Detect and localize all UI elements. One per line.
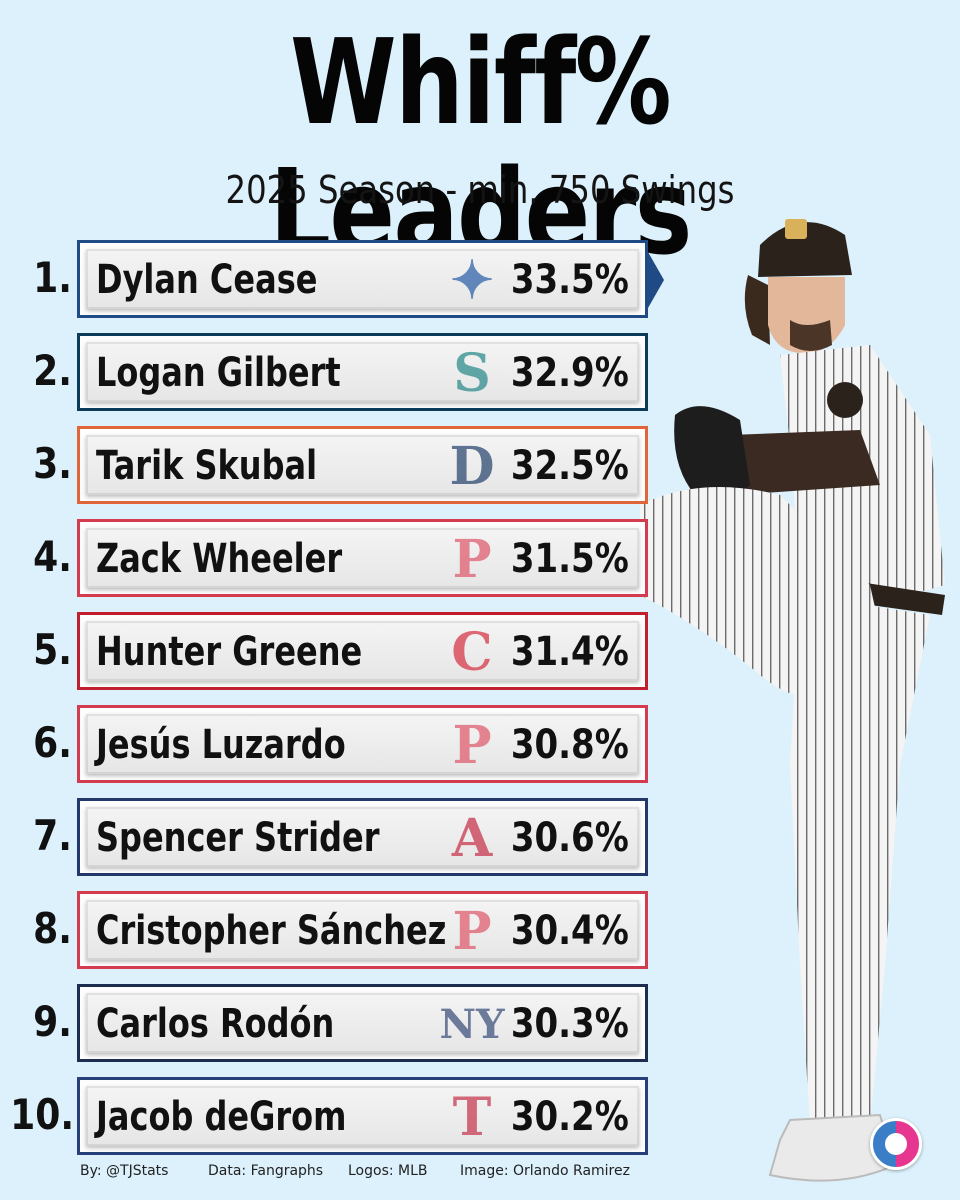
whiff-percentage: 33.5% — [511, 257, 629, 303]
whiff-percentage: 32.9% — [511, 350, 629, 396]
tigers-logo-icon: D — [449, 436, 495, 497]
credit-data: Data: Fangraphs — [208, 1163, 324, 1179]
rank-label: 8. — [33, 904, 72, 953]
rangers-logo-icon: T — [452, 1087, 492, 1148]
leader-card: Zack Wheeler P 31.5% — [77, 519, 648, 597]
leader-row: 3. Tarik Skubal D 32.5% — [0, 426, 700, 506]
blue-jays-logo-icon: ✦ — [450, 250, 494, 311]
rank-label: 5. — [33, 625, 72, 674]
player-name: Tarik Skubal — [96, 443, 318, 489]
credit-logos: Logos: MLB — [348, 1163, 428, 1179]
player-name: Jacob deGrom — [96, 1094, 347, 1140]
yankees-logo-icon: NY — [439, 1001, 505, 1048]
mariners-logo-icon: S — [453, 343, 491, 404]
pitcher-photo — [640, 219, 945, 1182]
rank-label: 6. — [33, 718, 72, 767]
credit-author: By: @TJStats — [80, 1163, 169, 1179]
rank-label: 9. — [33, 997, 72, 1046]
player-name: Dylan Cease — [96, 257, 318, 303]
leader-row: 5. Hunter Greene C 31.4% — [0, 612, 700, 692]
player-name: Spencer Strider — [96, 815, 380, 861]
leader-card: Hunter Greene C 31.4% — [77, 612, 648, 690]
leader-card: Spencer Strider A 30.6% — [77, 798, 648, 876]
rank-label: 7. — [33, 811, 72, 860]
phillies-logo-icon: P — [452, 529, 492, 590]
phillies-logo-icon: P — [452, 715, 492, 776]
credit-image: Image: Orlando Ramirez — [460, 1163, 630, 1179]
rank-label: 1. — [33, 253, 72, 302]
rank-label: 2. — [33, 346, 72, 395]
leader-arrow-icon — [648, 252, 664, 308]
whiff-percentage: 30.3% — [511, 1001, 629, 1047]
page-title: Whiff% Leaders — [269, 13, 692, 281]
leader-row: 2. Logan Gilbert S 32.9% — [0, 333, 700, 413]
player-name: Carlos Rodón — [96, 1001, 335, 1047]
whiff-percentage: 31.5% — [511, 536, 629, 582]
rank-label: 10. — [10, 1090, 75, 1139]
player-name: Zack Wheeler — [96, 536, 343, 582]
leader-card: Dylan Cease ✦ 33.5% — [77, 240, 648, 318]
whiff-percentage: 30.4% — [511, 908, 629, 954]
braves-logo-icon: A — [451, 808, 493, 869]
player-name: Jesús Luzardo — [96, 722, 346, 768]
whiff-percentage: 32.5% — [511, 443, 629, 489]
leader-row: 10. Jacob deGrom T 30.2% — [0, 1077, 700, 1157]
brand-logo-icon — [870, 1118, 922, 1170]
leader-card: Jacob deGrom T 30.2% — [77, 1077, 648, 1155]
leader-card: Tarik Skubal D 32.5% — [77, 426, 648, 504]
player-name: Hunter Greene — [96, 629, 363, 675]
leader-card: Carlos Rodón NY 30.3% — [77, 984, 648, 1062]
leader-row: 7. Spencer Strider A 30.6% — [0, 798, 700, 878]
leader-card: Cristopher Sánchez P 30.4% — [77, 891, 648, 969]
leader-row: 9. Carlos Rodón NY 30.3% — [0, 984, 700, 1064]
reds-logo-icon: C — [451, 622, 493, 683]
phillies-logo-icon: P — [452, 901, 492, 962]
whiff-percentage: 30.2% — [511, 1094, 629, 1140]
rank-label: 4. — [33, 532, 72, 581]
page-subtitle: 2025 Season - min. 750 Swings — [225, 168, 735, 212]
credits-footer: By: @TJStats Data: Fangraphs Logos: MLB … — [80, 1163, 680, 1187]
leader-row: 4. Zack Wheeler P 31.5% — [0, 519, 700, 599]
whiff-percentage: 31.4% — [511, 629, 629, 675]
leader-card: Logan Gilbert S 32.9% — [77, 333, 648, 411]
leader-card: Jesús Luzardo P 30.8% — [77, 705, 648, 783]
player-name: Cristopher Sánchez — [96, 908, 447, 954]
whiff-percentage: 30.8% — [511, 722, 629, 768]
leader-row: 6. Jesús Luzardo P 30.8% — [0, 705, 700, 785]
player-name: Logan Gilbert — [96, 350, 341, 396]
leader-row: 8. Cristopher Sánchez P 30.4% — [0, 891, 700, 971]
rank-label: 3. — [33, 439, 72, 488]
leader-row: 1. Dylan Cease ✦ 33.5% — [0, 240, 700, 320]
whiff-percentage: 30.6% — [511, 815, 629, 861]
